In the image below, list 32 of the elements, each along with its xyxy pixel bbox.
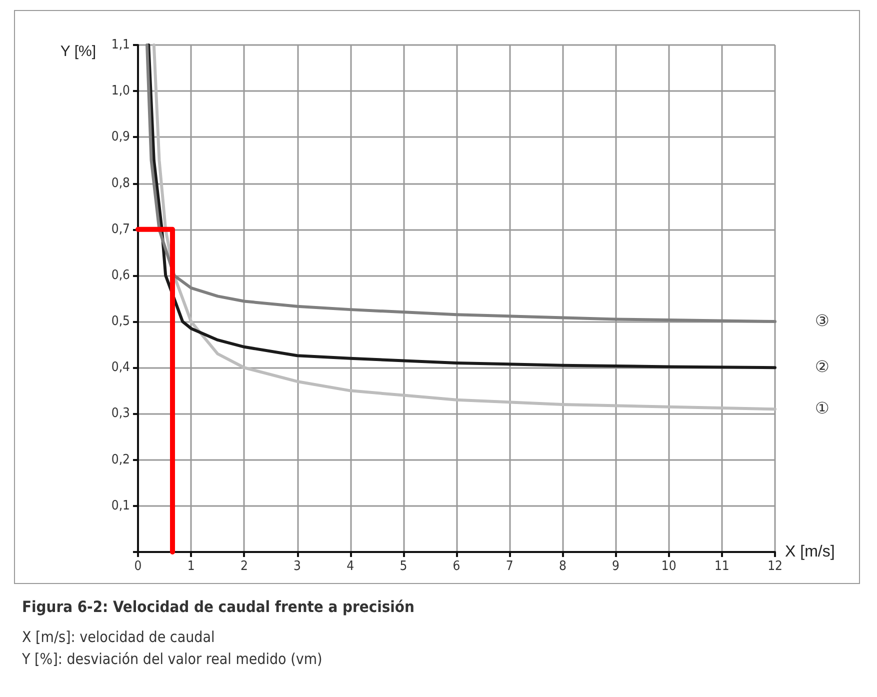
x-tick-label: 3 bbox=[294, 559, 301, 574]
y-axis-title: Y [%] bbox=[60, 43, 96, 60]
x-tick-label: 0 bbox=[134, 559, 142, 574]
y-tick-label: 1,1 bbox=[111, 38, 130, 52]
text: Y [%]: desviación del valor real medido (vm) bbox=[22, 649, 324, 670]
x-tick-label: 2 bbox=[240, 559, 248, 574]
text: Figura 6-2: Velocidad de caudal frente a precisión bbox=[22, 598, 414, 616]
y-tick-label: 0,1 bbox=[111, 498, 130, 514]
x-tick-label: 7 bbox=[506, 559, 514, 574]
text: X [m/s]: velocidad de caudal bbox=[22, 627, 216, 648]
text: ③ bbox=[815, 313, 829, 330]
y-tick-label: 0,8 bbox=[111, 176, 130, 191]
x-tick-label: 12 bbox=[768, 559, 782, 574]
x-tick-label: 9 bbox=[612, 559, 620, 574]
y-tick-label: 0,5 bbox=[111, 314, 130, 330]
y-tick-label: 1,0 bbox=[111, 84, 130, 99]
text: ① bbox=[815, 400, 829, 418]
y-tick-label: 0,2 bbox=[111, 452, 130, 468]
y-tick-label: 0,9 bbox=[111, 130, 130, 145]
y-tick-label: 0,3 bbox=[111, 406, 130, 422]
x-tick-label: 6 bbox=[452, 559, 460, 574]
x-tick-label: 4 bbox=[346, 559, 354, 574]
text: ② bbox=[815, 359, 829, 376]
x-tick-label: 11 bbox=[714, 559, 730, 574]
y-tick-label: 0,6 bbox=[111, 268, 130, 283]
y-tick-label: 0,7 bbox=[111, 222, 130, 237]
y-tick-label: 0,4 bbox=[111, 360, 130, 376]
x-tick-label: 10 bbox=[661, 559, 676, 574]
x-tick-label: 8 bbox=[558, 559, 566, 574]
x-tick-label: 5 bbox=[400, 559, 408, 574]
x-tick-label: 1 bbox=[187, 559, 195, 574]
x-axis-title: X [m/s] bbox=[785, 544, 835, 560]
